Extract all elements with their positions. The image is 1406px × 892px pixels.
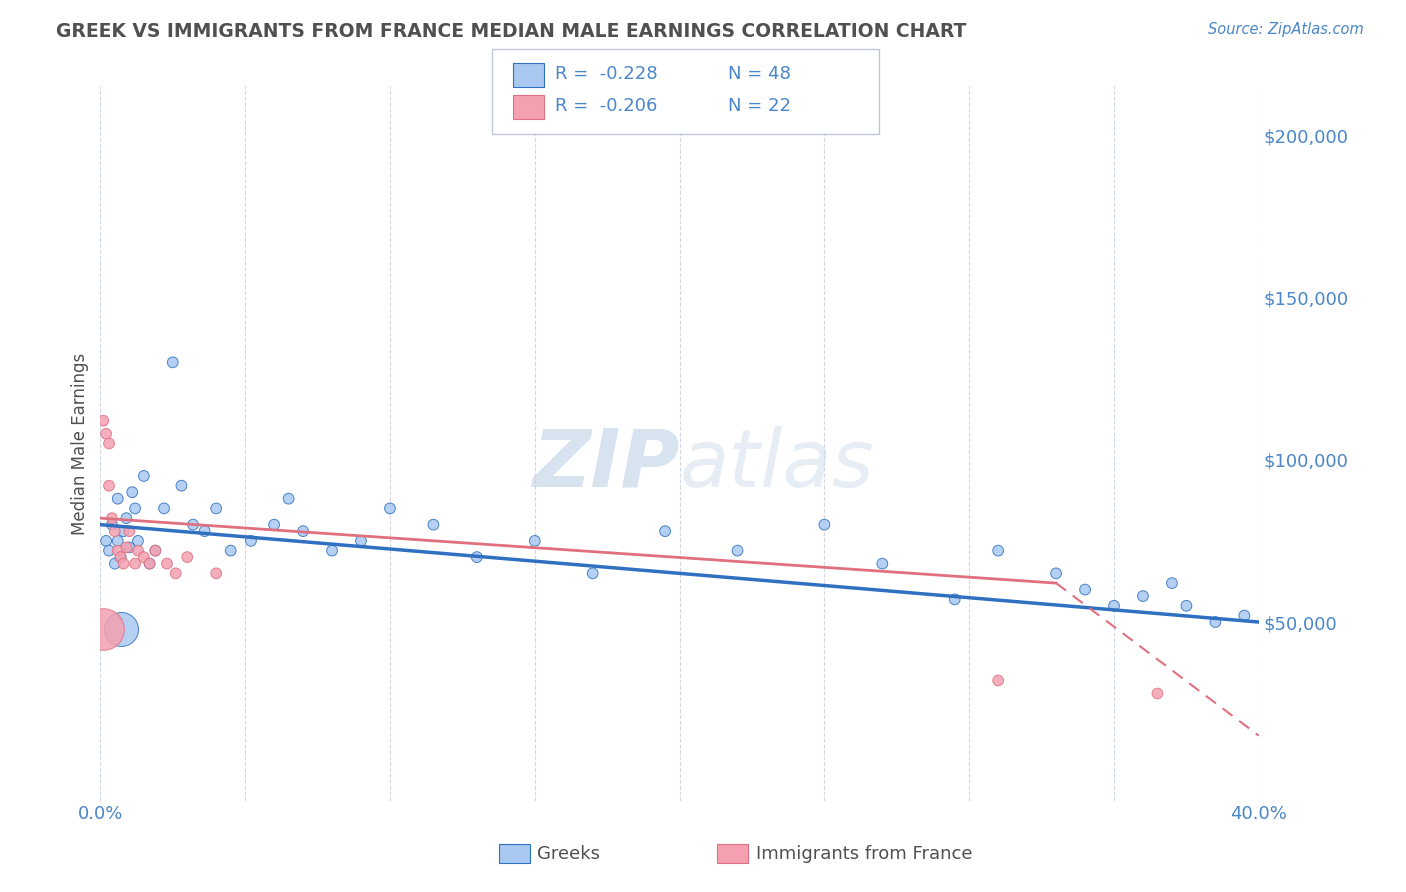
Text: Source: ZipAtlas.com: Source: ZipAtlas.com (1208, 22, 1364, 37)
Point (1233, 608, 1256, 623)
Text: atlas: atlas (679, 425, 875, 504)
Point (107, 533, 129, 548)
Point (110, 550, 132, 565)
Point (156, 557, 179, 571)
Point (162, 355, 184, 369)
Point (321, 543, 343, 558)
Point (118, 541, 141, 555)
Point (145, 543, 167, 558)
Point (124, 557, 146, 571)
Point (813, 517, 835, 532)
Point (422, 517, 444, 532)
Point (91, 622, 114, 636)
Point (378, 501, 401, 516)
Point (170, 479, 193, 493)
Point (98, 479, 121, 493)
Text: Greeks: Greeks (537, 845, 600, 863)
Point (1161, 576, 1184, 591)
Point (654, 524, 676, 538)
Point (523, 533, 546, 548)
Point (132, 550, 155, 565)
Point (115, 511, 138, 525)
Point (1074, 582, 1097, 597)
Point (145, 543, 167, 558)
Text: R =  -0.206: R = -0.206 (555, 97, 658, 115)
Text: ZIP: ZIP (533, 425, 679, 504)
Point (292, 524, 315, 538)
Point (350, 533, 373, 548)
Text: N = 48: N = 48 (728, 65, 792, 83)
Point (181, 517, 204, 532)
Point (138, 557, 160, 571)
Point (987, 673, 1010, 688)
Point (94, 426, 117, 441)
Point (112, 557, 135, 571)
Text: N = 22: N = 22 (728, 97, 792, 115)
Point (153, 501, 176, 516)
Point (582, 566, 605, 581)
Y-axis label: Median Male Earnings: Median Male Earnings (72, 352, 89, 534)
Point (205, 566, 228, 581)
Point (104, 524, 127, 538)
Point (127, 533, 149, 548)
Point (127, 543, 149, 558)
Point (121, 485, 143, 500)
Point (101, 511, 124, 525)
Point (124, 501, 146, 516)
Point (94, 533, 117, 548)
Point (465, 550, 488, 565)
Point (205, 501, 228, 516)
Text: GREEK VS IMMIGRANTS FROM FRANCE MEDIAN MALE EARNINGS CORRELATION CHART: GREEK VS IMMIGRANTS FROM FRANCE MEDIAN M… (56, 22, 966, 41)
Point (1204, 615, 1226, 629)
Point (115, 541, 138, 555)
Point (107, 543, 129, 558)
Point (194, 524, 217, 538)
Point (110, 550, 132, 565)
Point (118, 524, 141, 538)
Point (107, 491, 129, 506)
Point (1132, 589, 1154, 603)
Point (1146, 686, 1168, 700)
Point (263, 517, 285, 532)
Text: R =  -0.228: R = -0.228 (555, 65, 658, 83)
Point (176, 550, 198, 565)
Point (727, 543, 749, 558)
Point (1175, 599, 1198, 613)
Point (277, 491, 299, 506)
Point (943, 592, 966, 607)
Point (110, 622, 132, 636)
Text: Immigrants from France: Immigrants from France (756, 845, 973, 863)
Point (112, 524, 135, 538)
Point (91, 414, 114, 428)
Point (138, 557, 160, 571)
Point (101, 517, 124, 532)
Point (239, 533, 262, 548)
Point (987, 543, 1010, 558)
Point (872, 557, 894, 571)
Point (104, 557, 127, 571)
Point (219, 543, 242, 558)
Point (132, 469, 155, 483)
Point (98, 436, 121, 450)
Point (165, 566, 187, 581)
Point (1102, 599, 1125, 613)
Point (1045, 566, 1067, 581)
Point (98, 543, 121, 558)
